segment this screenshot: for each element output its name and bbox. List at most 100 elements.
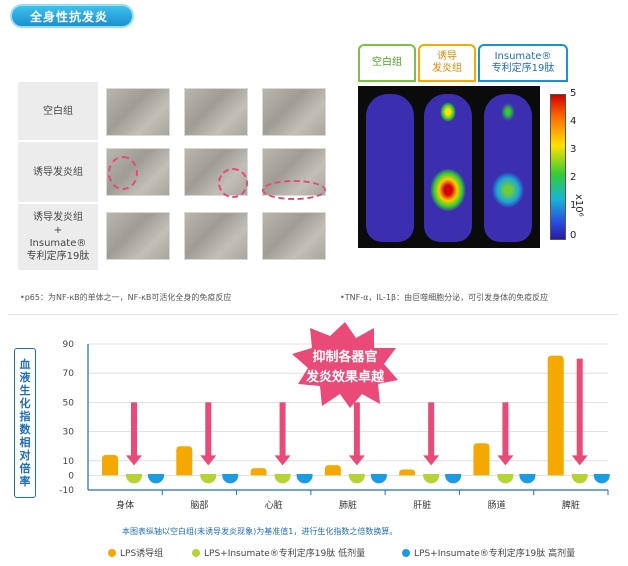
colorbar [550,94,566,240]
section-title: 全身性抗发炎 [10,4,134,28]
bar-high-dose [519,473,536,484]
y-tick-label: 70 [63,369,75,379]
bar-high-dose [148,473,164,484]
bar-low-dose [126,473,142,484]
y-tick-label: 90 [63,340,75,350]
bar-lps [324,465,341,476]
reduction-arrowhead [200,455,217,466]
y-tick-label: 50 [63,398,75,408]
imaging-header-induced: 诱导 发炎组 [418,44,476,82]
header-group: 组别 [47,57,69,70]
colorbar-tick: 5 [570,88,577,99]
x-tick-label: 身体 [116,499,134,511]
header-tnf: TNF α [199,56,233,70]
legend-label: LPS诱导组 [120,549,164,559]
mouse-treated [484,94,532,242]
reduction-arrow [502,402,509,458]
reduction-arrowhead [126,455,142,466]
bar-low-dose [423,473,440,484]
x-tick-label: 肝脏 [413,499,431,511]
bar-lps [102,454,118,476]
y-axis-label: 血 液 生 化 指 数 相 对 倍 率 [14,348,36,498]
highlight-ring [262,180,326,200]
bar-lps [547,355,564,476]
colorbar-tick: 4 [570,116,577,127]
row-label-blank: 空白组 [18,82,98,140]
note-p65: •p65：为NF-κB的单体之一，NF-κB可活化全身的免疫反应 [20,293,232,302]
reduction-arrow [131,402,137,458]
reduction-arrowhead [571,455,588,466]
imaging-header-treated: Insumate® 专利定序19肽 [478,44,568,82]
stain-image [262,212,326,260]
bar-high-dose [296,473,313,484]
note-tnf: •TNF-α，IL-1β：由巨噬细胞分泌，可引发身体的免疫反应 [340,293,549,302]
y-tick-label: -10 [59,486,74,496]
x-tick-label: 脑部 [190,499,208,511]
bar-lps [399,469,416,476]
bar-low-dose [274,473,291,484]
bar-low-dose [571,473,588,484]
y-label-char: 化 [19,397,31,410]
y-label-char: 率 [19,475,31,488]
mouse-blank [366,94,414,242]
x-tick-label: 脾脏 [562,499,580,511]
bar-high-dose [370,473,387,484]
reduction-arrow [576,358,583,458]
bar-high-dose [222,473,239,484]
bar-lps [250,468,267,476]
imaging-header-blank: 空白组 [358,44,416,82]
y-label-char: 血 [19,358,31,371]
x-tick-label: 心脏 [265,499,283,511]
colorbar-tick: 3 [570,144,577,155]
colorbar-tick: 2 [570,172,577,183]
y-label-char: 对 [19,449,31,462]
legend-swatch [192,548,200,557]
stain-image [106,212,170,260]
y-tick-label: 0 [68,471,74,481]
y-label-char: 指 [19,410,31,423]
y-tick-label: 30 [63,428,75,438]
y-label-char: 液 [19,371,31,384]
y-label-char: 数 [19,423,31,436]
divider [8,314,618,315]
y-label-char: 相 [19,436,31,449]
reduction-arrowhead [274,455,291,466]
colorbar-tick: 0 [570,230,577,241]
highlight-ring [218,168,248,198]
row-label-induced: 诱导发炎组 [18,142,98,202]
bar-low-dose [497,473,514,484]
bar-high-dose [593,473,610,484]
legend-item: LPS+Insumate®专利定序19肽 高剂量 [402,546,575,559]
legend-swatch [108,548,116,557]
header-p65: p65 [127,56,149,70]
x-tick-label: 肺脏 [339,499,357,511]
y-tick-label: 10 [63,457,75,467]
bar-low-dose [200,473,217,484]
reduction-arrow [353,402,360,458]
staining-grid: 组别 p65 TNF α IL-1 β 空白组 诱导发炎组 诱导发炎组 + In… [18,46,336,272]
reduction-arrow [279,402,286,458]
reduction-arrow [205,402,212,458]
badge-line: 抑制各器官 [312,350,378,365]
x-tick-label: 肠道 [488,499,506,511]
y-label-char: 生 [19,384,31,397]
bar-low-dose [348,473,365,484]
highlight-badge: 抑制各器官 发炎效果卓越 [290,322,400,408]
mouse-induced [424,94,472,242]
imaging-panel: 空白组 诱导 发炎组 Insumate® 专利定序19肽 5 4 3 2 1 0… [356,44,612,252]
stain-image [106,88,170,136]
reduction-arrow [428,402,435,458]
reduction-arrowhead [423,455,440,466]
header-il1b: IL-1 β [279,56,311,70]
legend-item: LPS诱导组 [108,546,163,559]
bar-high-dose [445,473,462,484]
legend-swatch [402,548,410,557]
legend-item: LPS+Insumate®专利定序19肽 低剂量 [192,546,365,559]
imaging-image [358,86,540,248]
highlight-ring [108,156,138,190]
bar-lps [176,446,193,476]
reduction-arrowhead [348,455,365,466]
row-label-treated: 诱导发炎组 + Insumate® 专利定序19肽 [18,204,98,270]
badge-line: 发炎效果卓越 [305,370,384,385]
